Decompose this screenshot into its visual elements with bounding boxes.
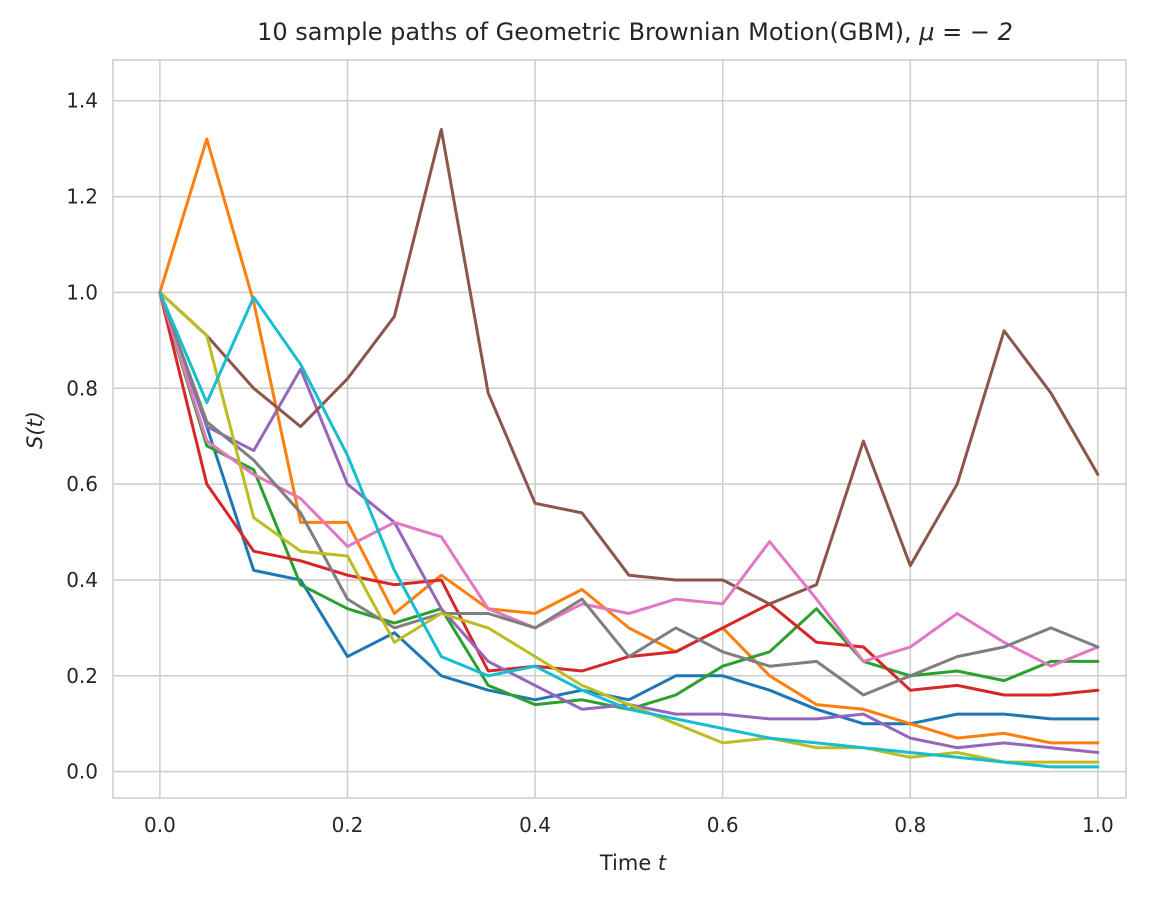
y-tick-label: 1.4 (66, 89, 98, 113)
x-tick-label: 0.0 (144, 813, 176, 837)
y-tick-label: 0.8 (66, 376, 98, 400)
y-tick-label: 1.2 (66, 185, 98, 209)
series-line-1 (158, 290, 1100, 726)
y-axis-label: S(t) (23, 411, 47, 449)
series-lines (158, 128, 1100, 769)
chart-title-math: μ = − 2 (918, 18, 1013, 46)
x-tick-labels: 0.0 0.2 0.4 0.6 0.8 1.0 (144, 813, 1114, 837)
x-tick-label: 1.0 (1082, 813, 1114, 837)
x-axis-label-math: t (658, 851, 667, 875)
grid-lines (113, 60, 1126, 798)
x-tick-label: 0.8 (894, 813, 926, 837)
x-tick-label: 0.4 (519, 813, 551, 837)
x-tick-label: 0.6 (707, 813, 739, 837)
plot-frame (112, 59, 1127, 799)
series-line-2 (158, 137, 1100, 745)
chart-title: 10 sample paths of Geometric Brownian Mo… (257, 18, 1013, 46)
y-tick-label: 0.2 (66, 664, 98, 688)
y-tick-label: 0.6 (66, 472, 98, 496)
series-line-8 (158, 290, 1100, 697)
x-tick-label: 0.2 (332, 813, 364, 837)
x-axis-label: Time t (599, 851, 667, 875)
series-line-10 (158, 290, 1100, 769)
y-tick-label: 0.0 (66, 760, 98, 784)
y-tick-labels: 0.0 0.2 0.4 0.6 0.8 1.0 1.2 1.4 (66, 89, 98, 784)
y-tick-label: 1.0 (66, 280, 98, 304)
series-line-6 (158, 128, 1100, 606)
series-line-7 (158, 290, 1100, 668)
x-axis-label-text: Time (599, 851, 658, 875)
y-tick-label: 0.4 (66, 568, 98, 592)
chart-title-text: 10 sample paths of Geometric Brownian Mo… (257, 18, 919, 46)
series-line-9 (158, 290, 1100, 764)
